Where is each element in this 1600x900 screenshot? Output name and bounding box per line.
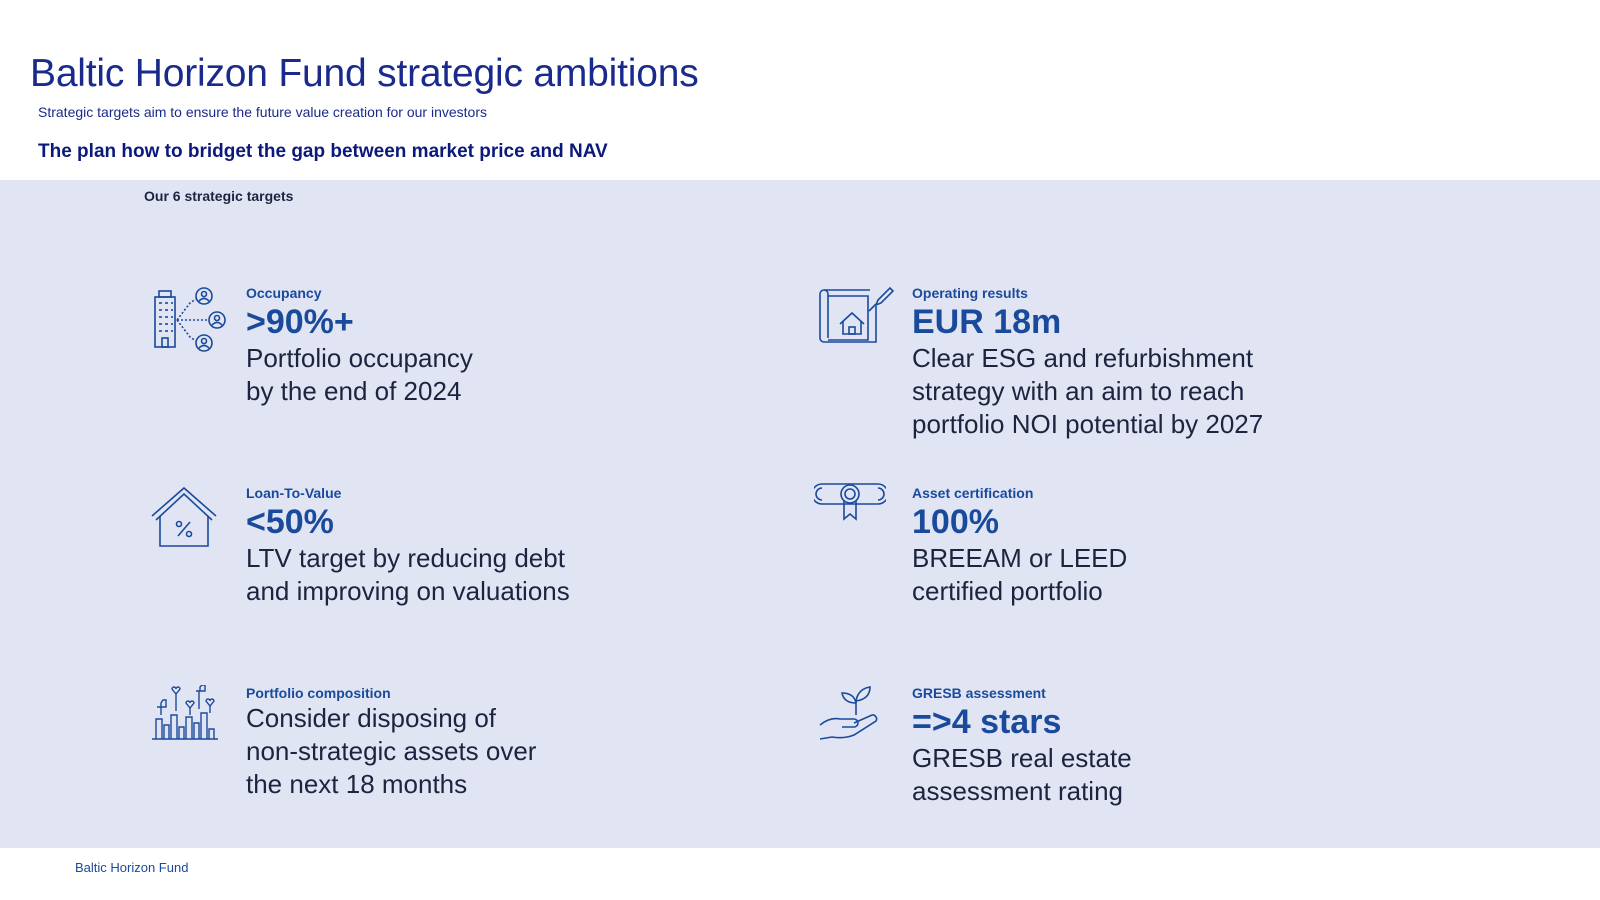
description-line: BREEAM or LEED bbox=[912, 543, 1128, 573]
city-likes-icon bbox=[152, 685, 218, 741]
targets-panel: Our 6 strategic targets bbox=[0, 180, 1600, 848]
page-subtitle: Strategic targets aim to ensure the futu… bbox=[38, 104, 488, 120]
description-line: certified portfolio bbox=[912, 576, 1103, 606]
hand-plant-icon bbox=[818, 685, 892, 741]
target-description: BREEAM or LEED certified portfolio bbox=[912, 542, 1127, 608]
certificate-icon bbox=[814, 480, 886, 528]
target-description: Portfolio occupancy by the end of 2024 bbox=[246, 342, 473, 408]
target-label: Portfolio composition bbox=[246, 685, 391, 701]
house-percent-icon bbox=[150, 486, 218, 548]
target-value: <50% bbox=[246, 503, 334, 541]
description-line: GRESB real estate bbox=[912, 743, 1132, 773]
plan-heading: The plan how to bridget the gap between … bbox=[38, 141, 608, 162]
target-label: Occupancy bbox=[246, 285, 322, 301]
target-description: LTV target by reducing debt and improvin… bbox=[246, 542, 570, 608]
target-description: GRESB real estate assessment rating bbox=[912, 742, 1132, 808]
footer-brand: Baltic Horizon Fund bbox=[75, 860, 189, 875]
target-value: =>4 stars bbox=[912, 703, 1062, 741]
blueprint-house-icon bbox=[816, 286, 894, 348]
description-line: non-strategic assets over bbox=[246, 736, 537, 766]
target-description: Consider disposing of non-strategic asse… bbox=[246, 702, 536, 801]
panel-label: Our 6 strategic targets bbox=[144, 188, 294, 204]
description-line: and improving on valuations bbox=[246, 576, 570, 606]
target-value: 100% bbox=[912, 503, 999, 541]
target-label: Operating results bbox=[912, 285, 1028, 301]
target-description: Clear ESG and refurbishment strategy wit… bbox=[912, 342, 1263, 441]
description-line: Consider disposing of bbox=[246, 703, 497, 733]
description-line: Clear ESG and refurbishment bbox=[912, 343, 1254, 373]
description-line: assessment rating bbox=[912, 776, 1123, 806]
page-title: Baltic Horizon Fund strategic ambitions bbox=[30, 52, 699, 95]
target-value: >90%+ bbox=[246, 303, 354, 341]
building-people-icon bbox=[150, 285, 230, 355]
description-line: LTV target by reducing debt bbox=[246, 543, 565, 573]
description-line: portfolio NOI potential by 2027 bbox=[912, 409, 1264, 439]
description-line: by the end of 2024 bbox=[246, 376, 462, 406]
description-line: the next 18 months bbox=[246, 769, 468, 799]
target-label: Asset certification bbox=[912, 485, 1034, 501]
target-label: Loan-To-Value bbox=[246, 485, 342, 501]
target-label: GRESB assessment bbox=[912, 685, 1046, 701]
target-value: EUR 18m bbox=[912, 303, 1062, 341]
description-line: Portfolio occupancy bbox=[246, 343, 473, 373]
description-line: strategy with an aim to reach bbox=[912, 376, 1245, 406]
